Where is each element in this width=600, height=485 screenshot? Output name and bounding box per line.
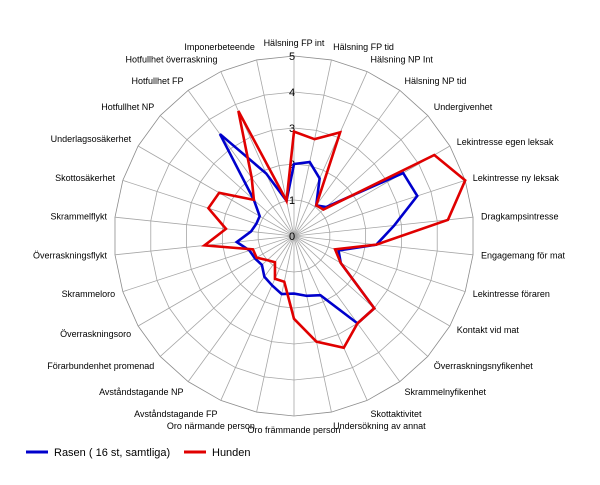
grid-spoke — [293, 235, 466, 293]
category-label: Lekintresse egen leksak — [457, 137, 554, 147]
category-label: Hälsning FP int — [264, 38, 325, 48]
category-label: Kontakt vid mat — [457, 325, 520, 335]
tick-label: 3 — [289, 123, 295, 135]
category-label: Dragkampsintresse — [481, 211, 559, 221]
category-labels: Hälsning FP int Hälsning FP tid Hälsning N… — [33, 38, 566, 435]
category-label: Hälsning FP tid — [333, 42, 394, 52]
category-label: Förarbundenhet promenad — [47, 361, 154, 371]
grid-spoke — [220, 235, 295, 401]
category-label: Hälsning NP tid — [405, 76, 467, 86]
tick-label: 5 — [289, 51, 295, 63]
grid-spoke — [159, 115, 295, 237]
category-label: Skottaktivitet — [370, 409, 422, 419]
tick-label: 2 — [289, 159, 295, 171]
grid-spoke — [220, 71, 295, 237]
grid-spoke — [293, 235, 332, 413]
grid-spoke — [293, 235, 429, 357]
category-label: Hotfullhet FP — [131, 76, 183, 86]
legend-label: Hunden — [212, 447, 251, 459]
series-line-hunden — [201, 110, 467, 350]
category-label: Oro närmande person — [167, 421, 255, 431]
category-label: Skrammelnyfikenhet — [405, 387, 487, 397]
tick-label: 0 — [289, 231, 295, 243]
category-label: Skrammeloro — [62, 289, 116, 299]
grid-spoke — [256, 59, 295, 237]
grid-spoke — [293, 59, 332, 237]
category-label: Lekintresse ny leksak — [473, 173, 560, 183]
category-label: Avståndstagande NP — [99, 387, 183, 397]
category-label: Hälsning NP Int — [370, 54, 433, 64]
grid-spoke — [122, 235, 295, 293]
grid-spoke — [293, 235, 474, 256]
category-label: Skrammelflykt — [51, 211, 108, 221]
category-label: Hotfullhet NP — [101, 102, 154, 112]
grid-spoke — [256, 235, 295, 413]
category-label: Skottosäkerhet — [55, 173, 116, 183]
grid-spoke — [293, 90, 401, 237]
grid-spoke — [137, 145, 295, 237]
category-label: Imponerbeteende — [184, 42, 255, 52]
grid-spoke — [293, 235, 401, 382]
grid-spoke — [114, 216, 295, 237]
category-label: Undergivenhet — [434, 102, 493, 112]
grid-spoke — [293, 115, 429, 237]
grid-spoke — [293, 71, 368, 237]
grid-spoke — [293, 235, 368, 401]
series-line-rasen — [218, 133, 419, 326]
series-layer — [201, 110, 467, 350]
category-label: Engagemang för mat — [481, 251, 566, 261]
grid-spoke — [137, 235, 295, 327]
tick-label: 1 — [289, 195, 295, 207]
radial-ticks: 0 1 2 3 4 5 — [289, 51, 295, 243]
category-label: Hotfullhet överraskning — [125, 54, 217, 64]
grid-spoke — [159, 235, 295, 357]
grid-spoke — [187, 90, 295, 237]
category-label: Oro främmande person — [247, 425, 340, 435]
legend: Rasen ( 16 st, samtliga) Hunden — [26, 447, 251, 459]
category-label: Undersökning av annat — [333, 421, 426, 431]
legend-label: Rasen ( 16 st, samtliga) — [54, 447, 170, 459]
category-label: Överraskningsflykt — [33, 251, 108, 261]
grid-spoke — [293, 179, 466, 237]
category-label: Avståndstagande FP — [134, 409, 217, 419]
radar-grid — [114, 55, 474, 417]
category-label: Lekintresse föraren — [473, 289, 550, 299]
grid-spoke — [293, 235, 451, 327]
tick-label: 4 — [289, 87, 295, 99]
grid-spoke — [187, 235, 295, 382]
category-label: Underlagsosäkerhet — [51, 134, 132, 144]
category-label: Överraskningsnyfikenhet — [434, 361, 534, 371]
category-label: Överraskningsoro — [60, 329, 131, 339]
